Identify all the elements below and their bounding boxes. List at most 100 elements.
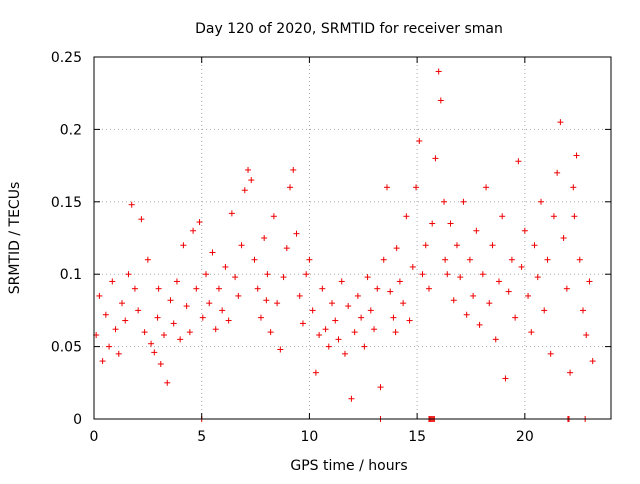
data-point xyxy=(457,274,464,281)
plot-frame xyxy=(93,56,612,420)
data-point xyxy=(489,242,496,249)
data-point xyxy=(293,230,300,237)
data-point xyxy=(280,274,287,281)
y-tick-label: 0.2 xyxy=(60,122,82,138)
x-axis-label: GPS time / hours xyxy=(290,458,407,474)
data-point xyxy=(416,137,423,144)
data-point xyxy=(473,227,480,234)
data-point xyxy=(138,216,145,223)
data-point xyxy=(96,292,103,299)
data-point xyxy=(128,201,135,208)
data-point xyxy=(403,213,410,220)
data-point xyxy=(492,336,499,343)
data-point xyxy=(396,278,403,285)
data-point xyxy=(442,256,449,263)
chart-title: Day 120 of 2020, SRMTID for receiver sma… xyxy=(195,21,503,37)
data-point xyxy=(432,155,439,162)
data-point xyxy=(358,314,365,321)
data-point xyxy=(299,320,306,327)
data-point xyxy=(371,326,378,333)
y-tick-label: 0 xyxy=(73,412,82,428)
data-point xyxy=(173,278,180,285)
data-point xyxy=(332,317,339,324)
data-point xyxy=(296,292,303,299)
data-point xyxy=(483,184,490,191)
data-point xyxy=(413,184,420,191)
x-tick-label: 15 xyxy=(408,429,426,445)
data-point xyxy=(238,242,245,249)
data-point xyxy=(257,314,264,321)
data-point xyxy=(141,329,148,336)
data-point xyxy=(583,332,590,339)
data-point xyxy=(348,395,355,402)
data-point xyxy=(248,177,255,184)
data-point xyxy=(557,119,564,126)
data-point xyxy=(374,285,381,292)
data-point xyxy=(570,184,577,191)
data-point xyxy=(151,349,158,356)
data-point xyxy=(148,340,155,347)
data-point xyxy=(109,278,116,285)
data-point xyxy=(476,321,483,328)
data-point xyxy=(190,227,197,234)
data-point xyxy=(560,235,567,241)
data-point xyxy=(425,285,432,292)
data-point xyxy=(219,307,226,314)
data-point xyxy=(122,317,129,324)
data-point xyxy=(322,326,329,333)
data-point xyxy=(495,278,502,285)
x-tick-label: 10 xyxy=(301,429,319,445)
data-point xyxy=(400,300,407,307)
data-point xyxy=(354,292,361,299)
data-point xyxy=(241,187,248,194)
data-point xyxy=(377,384,384,391)
data-point xyxy=(505,288,512,295)
data-point xyxy=(106,343,113,350)
data-point xyxy=(450,297,457,304)
data-point xyxy=(309,307,316,314)
data-point xyxy=(345,303,352,310)
data-point xyxy=(463,311,470,318)
data-point xyxy=(274,300,281,307)
data-point xyxy=(341,350,348,357)
data-point xyxy=(422,242,429,249)
data-point xyxy=(429,220,436,227)
data-point xyxy=(316,332,323,339)
data-point xyxy=(212,326,219,333)
x-tick-label: 0 xyxy=(90,429,99,445)
data-point xyxy=(550,213,557,220)
data-point xyxy=(447,220,454,227)
data-point xyxy=(589,358,596,365)
data-point xyxy=(329,300,336,307)
data-point xyxy=(157,360,164,367)
data-point xyxy=(183,303,190,310)
data-point xyxy=(453,242,460,249)
y-tick-label: 0.05 xyxy=(51,340,82,356)
data-point xyxy=(287,184,294,191)
data-point xyxy=(180,242,187,249)
data-point xyxy=(232,274,239,281)
data-point xyxy=(245,166,252,173)
data-point xyxy=(261,235,268,241)
data-point xyxy=(579,307,586,314)
data-point xyxy=(515,158,522,165)
data-point xyxy=(534,274,541,281)
data-point xyxy=(199,314,206,321)
data-point xyxy=(563,285,570,292)
data-point xyxy=(177,336,184,343)
data-point xyxy=(586,278,593,285)
data-point xyxy=(364,274,371,281)
data-point xyxy=(254,285,261,292)
data-point xyxy=(512,314,519,321)
data-point xyxy=(115,350,122,357)
data-point xyxy=(270,213,277,220)
data-point xyxy=(131,285,138,292)
data-point xyxy=(576,256,583,263)
data-point xyxy=(135,307,142,314)
data-point xyxy=(486,300,493,307)
data-point xyxy=(164,379,171,386)
data-point xyxy=(112,326,119,333)
data-point xyxy=(312,369,319,376)
x-tick-label: 5 xyxy=(197,429,206,445)
data-point xyxy=(267,329,274,336)
